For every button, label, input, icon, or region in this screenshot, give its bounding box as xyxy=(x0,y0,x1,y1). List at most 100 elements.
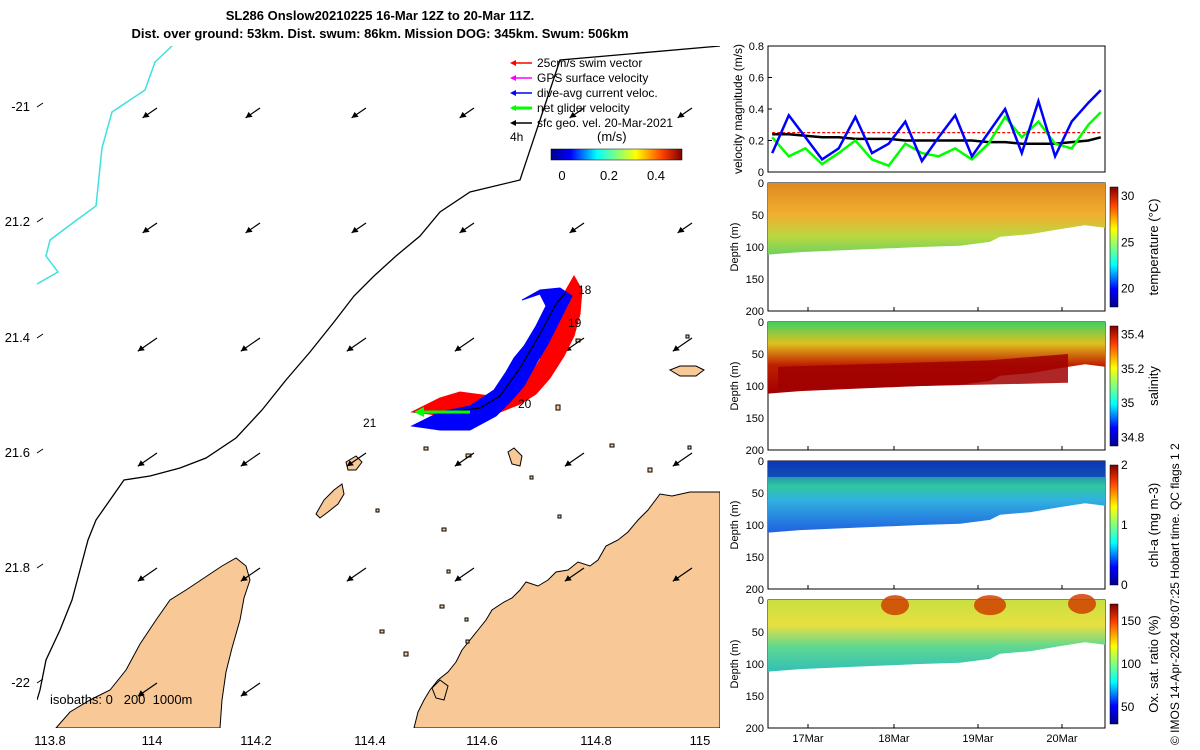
current-vector-arrow xyxy=(454,452,475,467)
current-vector-arrow xyxy=(240,567,261,582)
legend-item: net glider velocity xyxy=(510,101,630,115)
current-vector-arrow xyxy=(569,107,585,119)
colorbar-tick: 35 xyxy=(1121,396,1135,410)
velocity-ylabel: velocity magnitude (m/s) xyxy=(731,44,745,174)
depth-tick: 150 xyxy=(746,691,764,703)
legend-label: GPS surface velocity xyxy=(537,71,648,85)
current-vector-arrow xyxy=(351,222,367,234)
lat-tick: 21.8 xyxy=(5,560,30,575)
profile-panel: 0 50 100 150 200 Depth (m) 50 100 150 Ox. sat. ra… xyxy=(729,593,1161,735)
colorbar-label: chl-a (mg m-3) xyxy=(1146,483,1161,568)
colorbar-tick: 2 xyxy=(1121,458,1128,472)
depth-tick: 100 xyxy=(746,520,764,532)
colorbar-tick: 0.4 xyxy=(647,168,665,183)
profile-colorbar xyxy=(1109,464,1119,586)
current-vector-arrow xyxy=(142,222,158,234)
velocity-series-line xyxy=(771,89,1102,164)
land-island-2 xyxy=(668,365,705,377)
colorbar-tick: 0 xyxy=(558,168,565,183)
land-island-1 xyxy=(315,483,345,519)
depth-tick: 100 xyxy=(746,242,764,254)
depth-tick: 50 xyxy=(752,349,764,361)
depth-tick: 50 xyxy=(752,627,764,639)
depth-tick: 0 xyxy=(758,595,764,607)
current-vector-arrow xyxy=(346,567,367,582)
speed-colorbar xyxy=(550,148,683,161)
time-axis: 17Mar 18Mar 19Mar 20Mar xyxy=(792,733,1078,745)
depth-ylabel: Depth (m) xyxy=(729,362,741,411)
depth-tick: 150 xyxy=(746,413,764,425)
depth-tick: 50 xyxy=(752,488,764,500)
current-vector-arrow xyxy=(459,107,475,119)
lat-tick: -21 xyxy=(11,99,30,114)
current-vector-arrow xyxy=(459,222,475,234)
velocity-ytick: 0.2 xyxy=(749,136,764,148)
current-vector-arrow xyxy=(677,222,693,234)
track-label-20: 20 xyxy=(518,397,532,411)
colorbar-tick: 35.2 xyxy=(1121,362,1145,376)
current-vector-arrow xyxy=(672,567,693,582)
track-label-19: 19 xyxy=(568,316,582,330)
colorbar-tick: 30 xyxy=(1121,189,1135,203)
track-label-18: 18 xyxy=(578,283,592,297)
profile-data-field xyxy=(768,183,1105,255)
current-vector-arrow xyxy=(454,567,475,582)
velocity-ytick: 0 xyxy=(758,167,764,179)
profile-data-field xyxy=(768,600,1105,672)
isobath-1000m xyxy=(37,46,173,285)
lon-tick: 114.6 xyxy=(466,733,498,748)
depth-tick: 50 xyxy=(752,210,764,222)
lat-tick: 21.2 xyxy=(5,214,30,229)
legend-label: dive-avg current veloc. xyxy=(537,86,658,100)
colorbar-label: temperature (°C) xyxy=(1146,199,1161,296)
figure-title-line1: SL286 Onslow20210225 16-Mar 12Z to 20-Ma… xyxy=(225,8,535,23)
current-vector-arrow xyxy=(240,337,261,352)
isobath-label: isobaths: 0 200 1000m xyxy=(50,692,192,707)
current-vector-arrow xyxy=(564,452,585,467)
velocity-panel: velocity magnitude (m/s) 0 0.2 0.4 0.6 0.8 xyxy=(731,41,1106,179)
current-vector-arrow xyxy=(240,682,261,697)
depth-ylabel: Depth (m) xyxy=(729,640,741,689)
colorbar-tick: 1 xyxy=(1121,518,1128,532)
depth-tick: 200 xyxy=(746,306,764,318)
colorbar-tick: 100 xyxy=(1121,657,1141,671)
land-mainland xyxy=(413,491,720,728)
colorbar-tick: 50 xyxy=(1121,700,1135,714)
profile-panel: 0 50 100 150 200 Depth (m) 34.8 35 35.2 35.4 salin… xyxy=(729,317,1161,457)
colorbar-tick: 20 xyxy=(1121,282,1135,296)
current-vector-arrow xyxy=(245,222,261,234)
time-step-label: 4h xyxy=(510,130,523,144)
lon-tick: 115 xyxy=(690,733,711,748)
velocity-ytick: 0.6 xyxy=(749,73,764,85)
depth-tick: 0 xyxy=(758,317,764,329)
legend-label: net glider velocity xyxy=(537,101,630,115)
lon-tick: 114 xyxy=(142,733,163,748)
depth-ylabel: Depth (m) xyxy=(729,501,741,550)
depth-tick: 100 xyxy=(746,659,764,671)
lat-tick: 21.4 xyxy=(5,330,30,345)
colorbar-label: salinity xyxy=(1146,366,1161,406)
current-vector-arrow xyxy=(137,567,158,582)
lat-tick: 21.6 xyxy=(5,445,30,460)
copyright-note: © IMOS 14-Apr-2024 09:07:25 Hobart time.… xyxy=(1168,443,1182,745)
profile-panel: 0 50 100 150 200 Depth (m) 0 1 2 chl-a (mg m-3) xyxy=(729,456,1161,596)
current-vector-arrow xyxy=(351,107,367,119)
depth-tick: 150 xyxy=(746,274,764,286)
current-vector-arrow xyxy=(569,222,585,234)
depth-tick: 200 xyxy=(746,445,764,457)
current-vector-arrow xyxy=(677,107,693,119)
time-tick-18mar: 18Mar xyxy=(878,733,910,745)
colorbar-tick: 34.8 xyxy=(1121,430,1145,444)
current-vector-arrow xyxy=(245,107,261,119)
legend-item: GPS surface velocity xyxy=(510,71,648,85)
land-island-4 xyxy=(345,455,363,471)
colorbar-tick: 0 xyxy=(1121,578,1128,592)
track-label-21: 21 xyxy=(363,416,377,430)
track-blue-current xyxy=(410,287,573,431)
colorbar-unit: (m/s) xyxy=(597,129,627,144)
time-tick-20mar: 20Mar xyxy=(1046,733,1078,745)
current-vector-arrow xyxy=(564,567,585,582)
current-vector-arrow xyxy=(346,452,367,467)
colorbar-tick: 25 xyxy=(1121,235,1135,249)
